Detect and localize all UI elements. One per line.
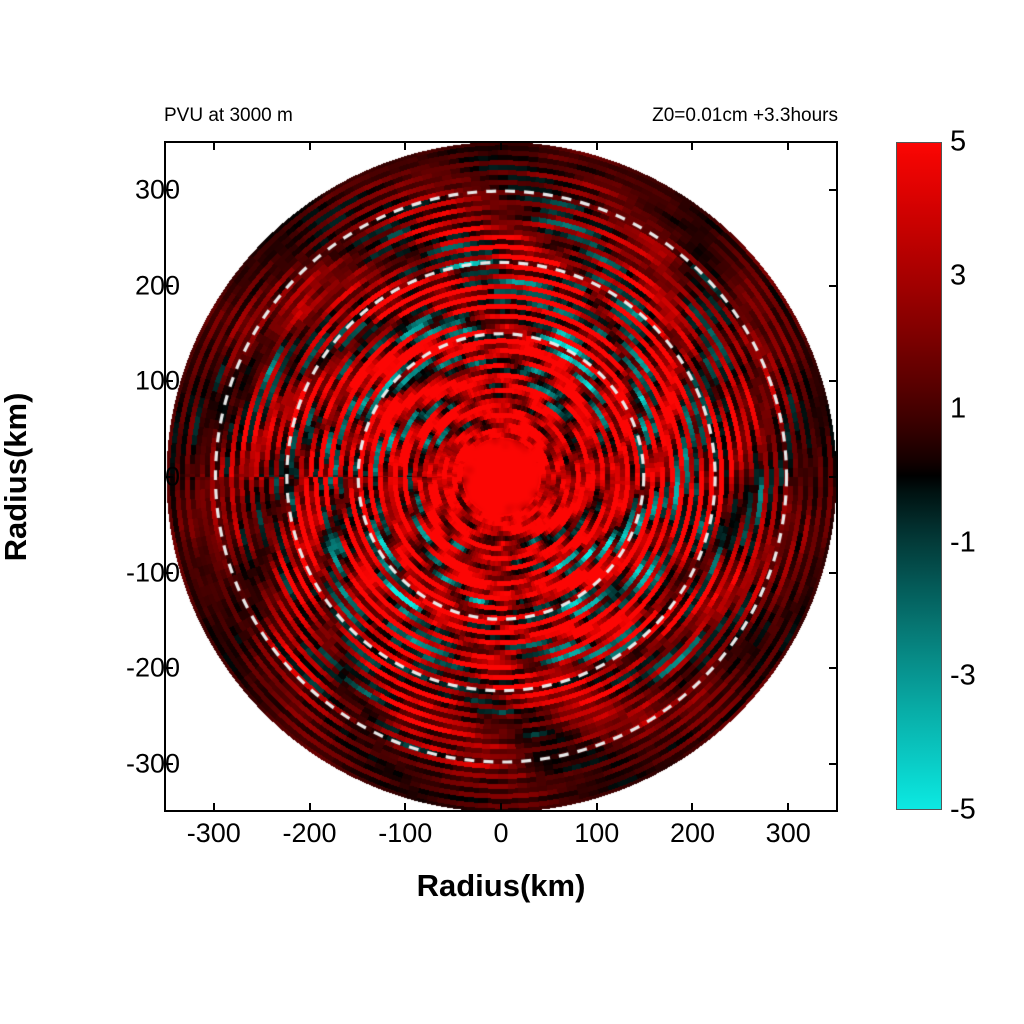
header-left-annotation: PVU at 3000 m — [164, 105, 293, 126]
y-tick — [829, 571, 838, 574]
x-tick — [787, 141, 790, 150]
x-tick — [500, 141, 502, 150]
colorbar-tick-label: -5 — [950, 793, 976, 826]
x-tick — [595, 803, 598, 812]
y-tick — [164, 475, 173, 478]
y-tick — [164, 667, 173, 670]
y-tick-label: 0 — [164, 461, 180, 492]
colorbar-tick-label: -3 — [950, 659, 976, 692]
y-tick-label: 100 — [134, 365, 180, 396]
x-tick — [308, 141, 311, 150]
y-tick-label: 300 — [134, 174, 180, 205]
y-tick — [829, 667, 838, 670]
colorbar-tick-label: -1 — [950, 526, 976, 559]
colorbar-gradient — [896, 142, 942, 810]
x-tick — [691, 803, 694, 812]
pv-heatmap — [166, 143, 836, 810]
y-tick-label: 200 — [134, 270, 180, 301]
y-tick — [164, 380, 173, 383]
y-tick — [829, 284, 838, 287]
x-tick — [212, 803, 215, 812]
x-tick-label: 200 — [669, 818, 715, 848]
y-tick — [829, 188, 838, 191]
header-right-annotation: Z0=0.01cm +3.3hours — [652, 105, 838, 126]
x-tick-label: -200 — [282, 818, 337, 848]
x-tick-label: 100 — [574, 818, 620, 848]
y-tick — [164, 763, 173, 766]
y-tick — [829, 475, 838, 478]
x-tick-label: -300 — [186, 818, 241, 848]
x-tick — [500, 803, 502, 812]
plot-area — [164, 141, 838, 812]
y-tick — [164, 188, 173, 191]
x-tick — [404, 141, 407, 150]
x-tick — [212, 141, 215, 150]
colorbar-tick-label: 3 — [950, 259, 967, 292]
y-axis-title: Radius(km) — [0, 392, 33, 562]
x-tick — [691, 141, 694, 150]
colorbar-tick-label: 5 — [950, 125, 967, 158]
colorbar — [896, 142, 942, 810]
x-tick-label: 300 — [765, 818, 811, 848]
y-tick — [164, 571, 173, 574]
x-tick — [404, 803, 407, 812]
y-tick-label: -200 — [125, 652, 180, 683]
x-tick — [308, 803, 311, 812]
colorbar-tick-label: 1 — [950, 392, 967, 425]
y-tick — [829, 380, 838, 383]
x-tick-label: -100 — [378, 818, 433, 848]
x-tick — [595, 141, 598, 150]
x-tick-label: 0 — [493, 818, 509, 848]
x-tick — [787, 803, 790, 812]
y-tick-label: -300 — [125, 748, 180, 779]
x-axis-title: Radius(km) — [416, 868, 586, 903]
y-tick — [164, 284, 173, 287]
y-tick-label: -100 — [125, 557, 180, 588]
y-tick — [829, 763, 838, 766]
